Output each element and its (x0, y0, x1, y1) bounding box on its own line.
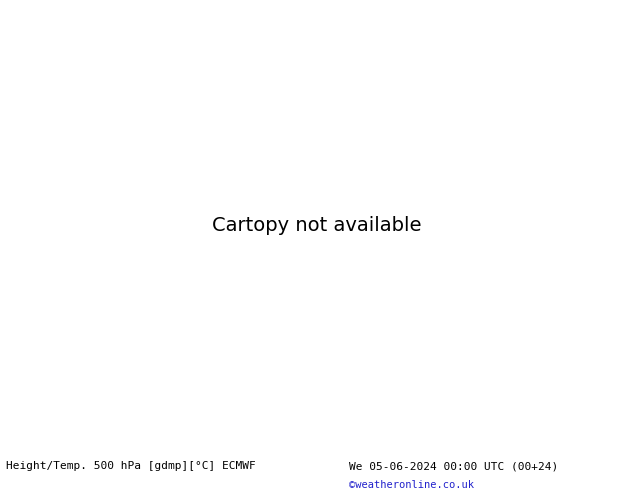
Text: Height/Temp. 500 hPa [gdmp][°C] ECMWF: Height/Temp. 500 hPa [gdmp][°C] ECMWF (6, 461, 256, 471)
Text: Cartopy not available: Cartopy not available (212, 216, 422, 235)
Text: We 05-06-2024 00:00 UTC (00+24): We 05-06-2024 00:00 UTC (00+24) (349, 461, 558, 471)
Text: ©weatheronline.co.uk: ©weatheronline.co.uk (349, 480, 474, 490)
